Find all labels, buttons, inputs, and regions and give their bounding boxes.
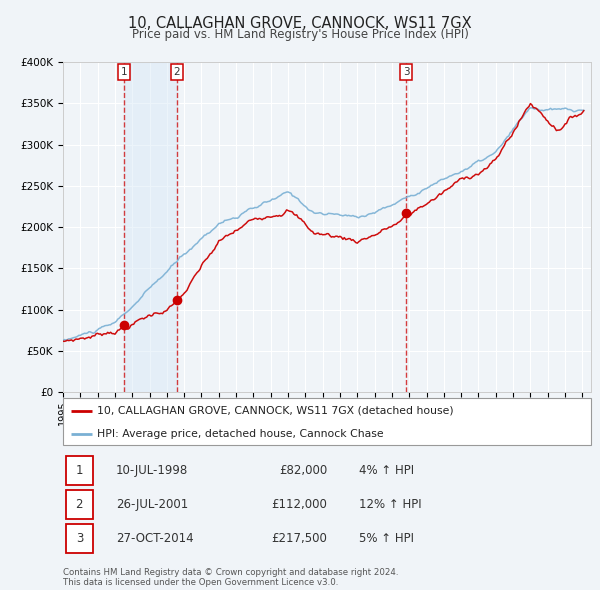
- FancyBboxPatch shape: [63, 398, 591, 445]
- Text: £82,000: £82,000: [279, 464, 327, 477]
- Text: 2: 2: [76, 498, 83, 511]
- Text: 27-OCT-2014: 27-OCT-2014: [116, 532, 193, 545]
- Text: 2: 2: [173, 67, 180, 77]
- Text: 3: 3: [403, 67, 409, 77]
- Text: 5% ↑ HPI: 5% ↑ HPI: [359, 532, 413, 545]
- Text: This data is licensed under the Open Government Licence v3.0.: This data is licensed under the Open Gov…: [63, 578, 338, 587]
- Text: £217,500: £217,500: [271, 532, 327, 545]
- Text: 3: 3: [76, 532, 83, 545]
- Text: Price paid vs. HM Land Registry's House Price Index (HPI): Price paid vs. HM Land Registry's House …: [131, 28, 469, 41]
- Text: 10-JUL-1998: 10-JUL-1998: [116, 464, 188, 477]
- Text: 1: 1: [121, 67, 127, 77]
- Text: £112,000: £112,000: [271, 498, 327, 511]
- Bar: [124, 62, 177, 392]
- Text: 4% ↑ HPI: 4% ↑ HPI: [359, 464, 414, 477]
- Text: HPI: Average price, detached house, Cannock Chase: HPI: Average price, detached house, Cann…: [97, 429, 384, 438]
- Text: Contains HM Land Registry data © Crown copyright and database right 2024.: Contains HM Land Registry data © Crown c…: [63, 568, 398, 577]
- FancyBboxPatch shape: [65, 456, 93, 484]
- FancyBboxPatch shape: [65, 525, 93, 553]
- Text: 10, CALLAGHAN GROVE, CANNOCK, WS11 7GX (detached house): 10, CALLAGHAN GROVE, CANNOCK, WS11 7GX (…: [97, 406, 454, 416]
- Text: 10, CALLAGHAN GROVE, CANNOCK, WS11 7GX: 10, CALLAGHAN GROVE, CANNOCK, WS11 7GX: [128, 16, 472, 31]
- Text: 12% ↑ HPI: 12% ↑ HPI: [359, 498, 421, 511]
- Text: 1: 1: [76, 464, 83, 477]
- Text: 26-JUL-2001: 26-JUL-2001: [116, 498, 188, 511]
- FancyBboxPatch shape: [65, 490, 93, 519]
